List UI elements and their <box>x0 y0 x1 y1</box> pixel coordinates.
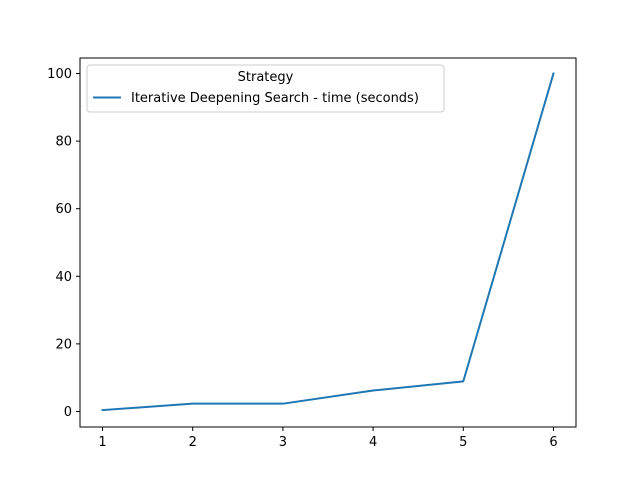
y-tick-label: 20 <box>55 337 72 352</box>
x-tick-label: 1 <box>98 435 106 450</box>
x-tick-label: 4 <box>369 435 377 450</box>
y-tick-label: 100 <box>47 67 72 82</box>
x-tick-label: 3 <box>279 435 287 450</box>
legend-entry-label: Iterative Deepening Search - time (secon… <box>131 91 419 106</box>
y-tick-label: 0 <box>64 405 72 420</box>
legend-box <box>86 64 445 113</box>
legend-title: Strategy <box>238 70 294 85</box>
y-tick-label: 40 <box>55 270 72 285</box>
y-tick-label: 80 <box>55 135 72 150</box>
y-tick-label: 60 <box>55 202 72 217</box>
axes-frame <box>79 57 577 428</box>
series-line-0 <box>101 72 555 412</box>
series-layer <box>101 72 555 412</box>
legend: Strategy Iterative Deepening Search - ti… <box>86 64 445 113</box>
x-tick-label: 2 <box>189 435 197 450</box>
x-tick-label: 6 <box>549 435 557 450</box>
x-tick-label: 5 <box>459 435 467 450</box>
